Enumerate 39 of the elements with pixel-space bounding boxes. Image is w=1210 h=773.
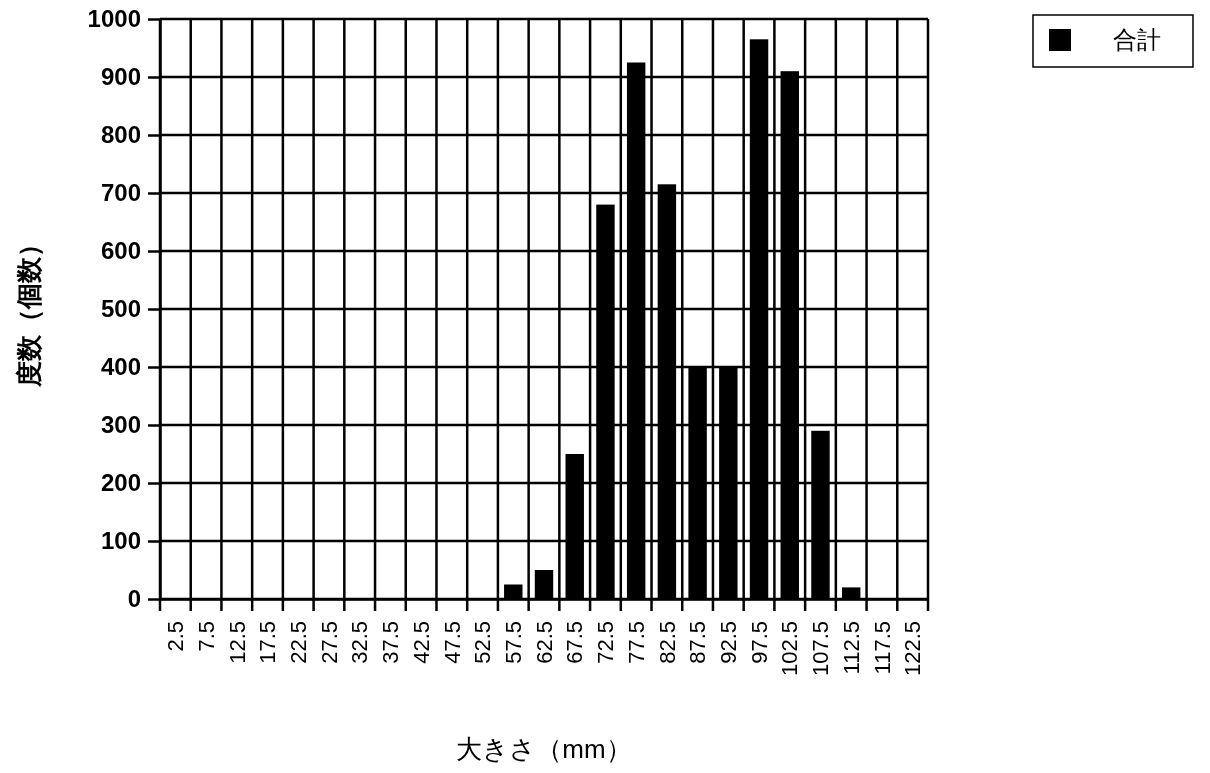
x-tick-label: 2.5 [163,621,189,652]
x-tick-label: 7.5 [193,621,219,652]
x-tick-label: 82.5 [654,621,680,664]
x-tick-label: 37.5 [378,621,404,664]
x-tick-label: 22.5 [285,621,311,664]
y-tick-label: 900 [100,63,141,91]
y-tick-label: 600 [100,237,141,265]
y-tick-label: 1000 [87,5,141,33]
x-tick-label: 122.5 [900,621,926,677]
y-tick-label: 400 [100,353,141,381]
x-tick-label: 57.5 [500,621,526,664]
x-tick-label: 112.5 [838,621,864,675]
x-tick-label: 92.5 [716,621,742,664]
y-tick-label: 100 [100,527,141,555]
x-tick-label: 47.5 [439,621,465,664]
y-tick-label: 800 [100,121,141,149]
y-tick-label: 500 [100,295,141,323]
x-tick-label: 77.5 [623,621,649,664]
legend-label: 合計 [1113,26,1161,53]
x-tick-label: 97.5 [746,621,772,664]
x-tick-label: 117.5 [869,621,895,675]
y-tick-label: 300 [100,411,141,439]
x-tick-label: 107.5 [808,621,834,677]
y-tick-label: 700 [100,179,141,207]
x-tick-label: 42.5 [408,621,434,664]
x-axis-title: 大きさ（mm） [456,734,632,764]
y-axis-title: 度数（個数） [14,231,44,388]
x-tick-label: 32.5 [347,621,373,664]
x-tick-label: 67.5 [562,621,588,664]
y-tick-label: 200 [100,469,141,497]
x-tick-label: 27.5 [316,621,342,664]
x-tick-label: 72.5 [593,621,619,664]
y-tick-label: 0 [127,585,141,613]
x-tick-label: 87.5 [685,621,711,664]
x-tick-label: 17.5 [255,621,281,664]
x-tick-label: 102.5 [777,621,803,677]
x-tick-label: 52.5 [470,621,496,664]
x-tick-label: 12.5 [224,621,250,664]
x-tick-label: 62.5 [531,621,557,664]
